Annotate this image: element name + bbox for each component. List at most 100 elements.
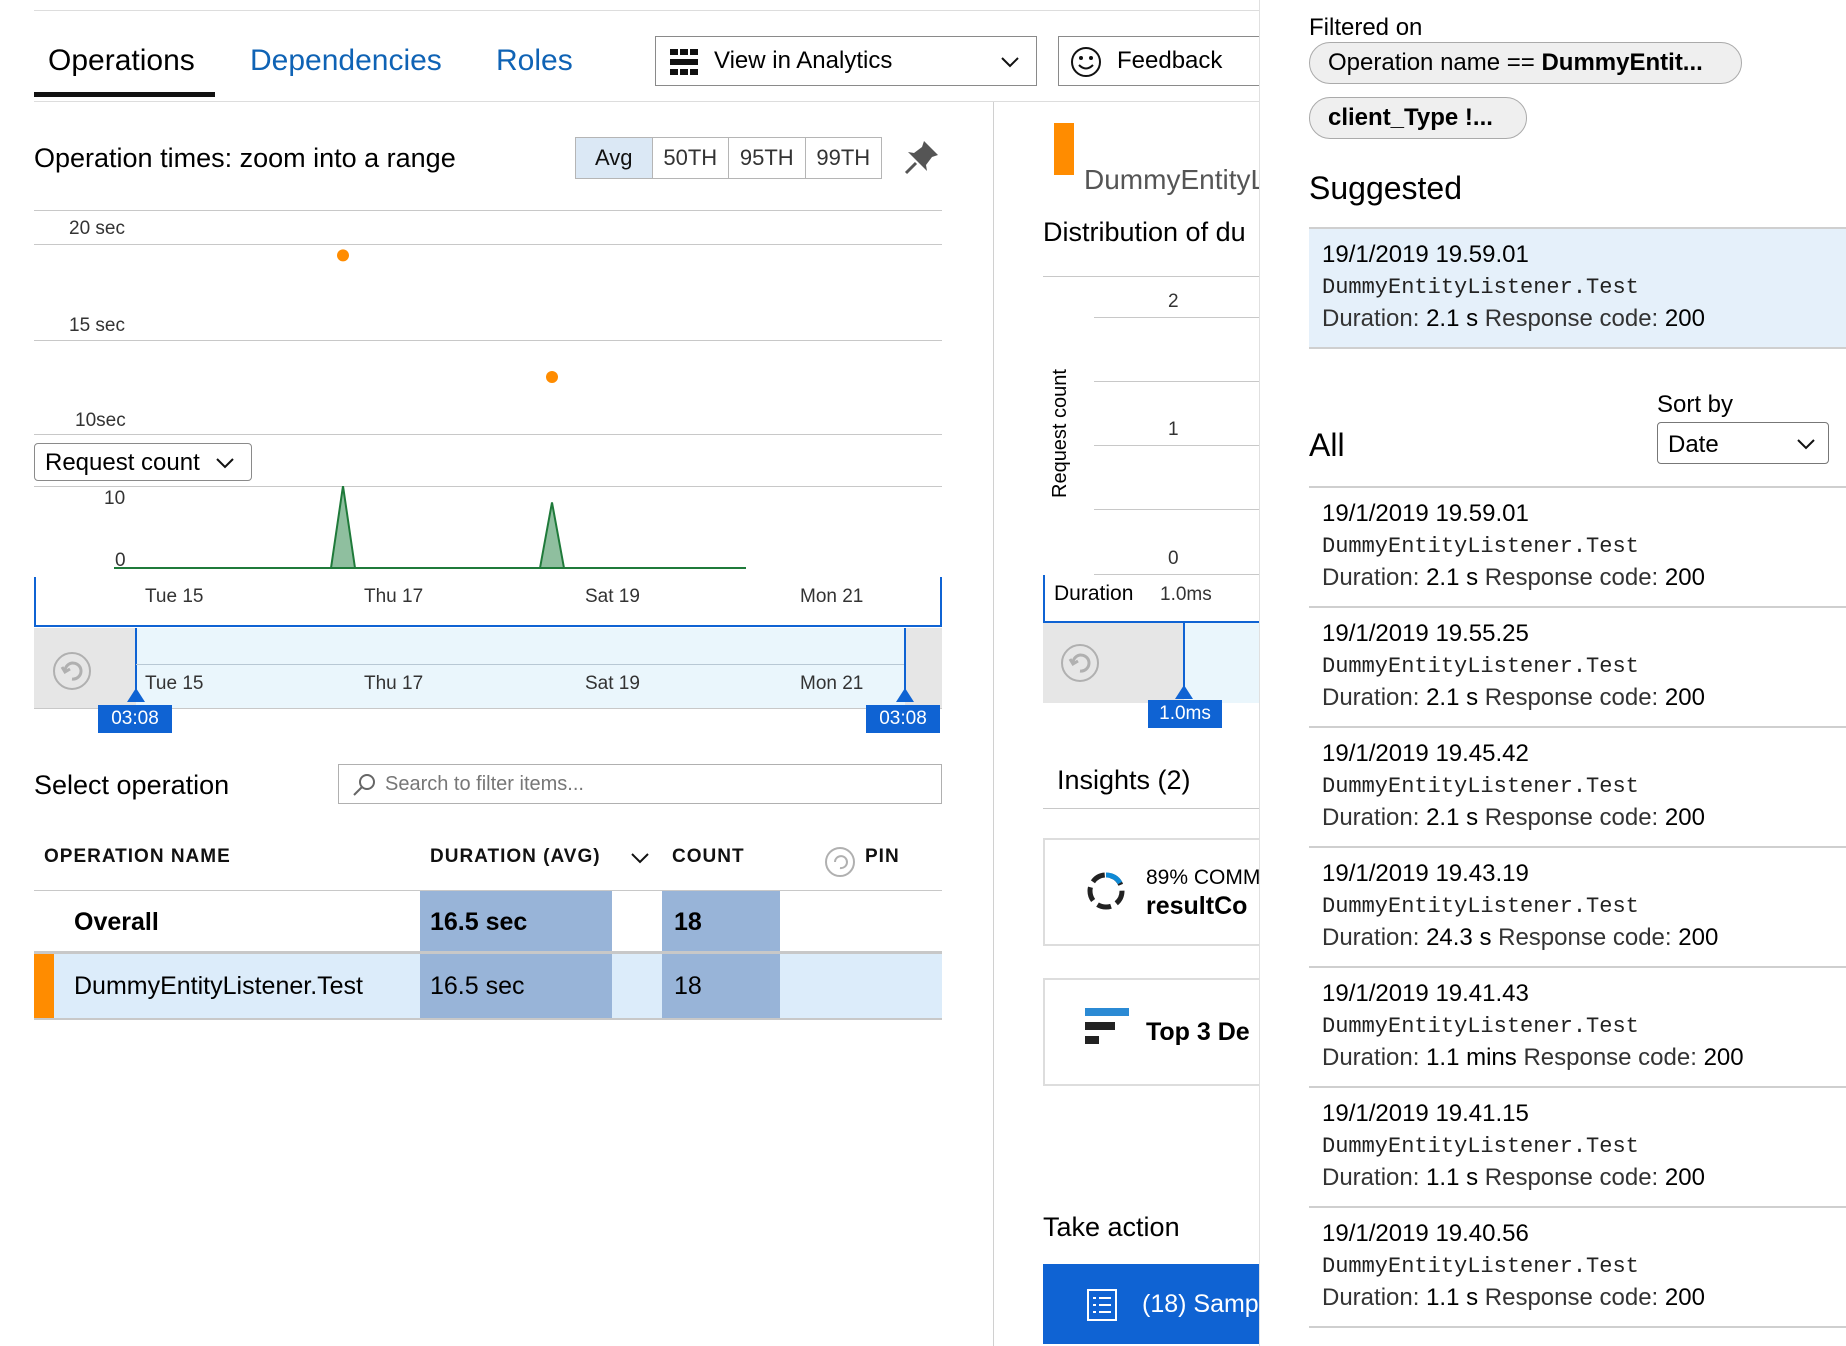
item-date: 19/1/2019 19.40.56 [1322,1220,1529,1247]
list-item[interactable]: 19/1/2019 19.59.01 DummyEntityListener.Te… [1309,488,1846,608]
percentile-avg[interactable]: Avg [576,138,653,178]
dist-brush-handle[interactable] [1183,623,1185,693]
col-header-operation-name[interactable]: OPERATION NAME [44,846,231,867]
response-code-value: 200 [1664,1284,1705,1311]
item-meta: Duration: 1.1 s Response code: 200 [1322,1164,1705,1192]
sort-desc-icon[interactable] [630,851,650,865]
item-name: DummyEntityListener.Test [1322,275,1639,300]
item-date: 19/1/2019 19.59.01 [1322,241,1529,268]
item-divider [1309,846,1846,848]
gridline [34,486,942,487]
col-header-count[interactable]: COUNT [672,846,745,867]
list-item[interactable]: 19/1/2019 19.40.56 DummyEntityListener.Te… [1309,1208,1846,1328]
brush-handle-right[interactable] [904,628,906,698]
select-operation-title: Select operation [34,770,230,800]
gridline [34,434,942,435]
chevron-down-icon [216,458,234,469]
view-in-analytics-button[interactable]: View in Analytics [655,36,1037,86]
range-tick-label: Sat 19 [585,673,640,694]
triangle-marker-icon [1175,685,1193,699]
reset-zoom-icon[interactable] [52,651,92,691]
list-item[interactable]: 19/1/2019 19.41.43 DummyEntityListener.Te… [1309,968,1846,1088]
percentile-95th[interactable]: 95TH [729,138,806,178]
list-item[interactable]: 19/1/2019 19.45.42 DummyEntityListener.Te… [1309,728,1846,848]
range-brush[interactable] [34,628,942,709]
response-code-label: Response code: [1484,305,1659,332]
list-item[interactable]: 19/1/2019 19.55.25 DummyEntityListener.Te… [1309,608,1846,728]
insight-card[interactable]: 89% COMM resultCo [1043,838,1261,946]
samples-panel [1259,0,1846,1346]
suggested-item[interactable]: 19/1/2019 19.59.01 DummyEntityListener.T… [1309,227,1846,349]
gridline [1094,381,1259,382]
dist-y-axis-label: Request count [1049,369,1071,498]
tab-operations[interactable]: Operations [48,44,195,77]
scatter-point[interactable] [546,371,558,383]
unpin-icon[interactable] [824,846,856,878]
tab-roles[interactable]: Roles [496,44,573,77]
duration-value: 1.1 s [1426,1284,1479,1311]
duration-value: 1.1 mins [1426,1044,1517,1071]
list-top-divider [1309,486,1846,488]
response-code-label: Response code: [1523,1044,1697,1071]
area-spike[interactable] [538,502,566,569]
request-count-chart[interactable] [34,486,942,578]
table-row[interactable]: Overall 16.5 sec 18 [34,891,942,951]
response-code-value: 200 [1703,1044,1744,1071]
gridline [1094,445,1259,446]
area-spike[interactable] [329,486,357,569]
item-date: 19/1/2019 19.45.42 [1322,740,1529,767]
sort-dropdown[interactable]: Date [1657,422,1829,464]
tab-dependencies[interactable]: Dependencies [250,44,442,77]
search-input[interactable]: Search to filter items... [338,764,942,804]
filter-pill-operation-name[interactable]: Operation name == DummyEntit... [1309,42,1742,84]
pin-icon[interactable] [900,135,944,179]
duration-axis-label: Duration [1054,582,1134,605]
x-tick-label: Sat 19 [585,586,640,607]
gridline [1094,509,1259,510]
item-divider [1309,606,1846,608]
scatter-point[interactable] [337,249,349,262]
col-header-duration[interactable]: DURATION (AVG) [430,846,601,867]
item-name: DummyEntityListener.Test [1322,1254,1639,1279]
duration-value: 2.1 s [1426,305,1479,332]
list-item[interactable]: 19/1/2019 19.43.19 DummyEntityListener.Te… [1309,848,1846,968]
percentile-50th[interactable]: 50TH [653,138,729,178]
reset-zoom-icon[interactable] [1060,643,1100,683]
table-row-selected[interactable]: DummyEntityListener.Test 16.5 sec 18 [34,954,942,1018]
duration-label: Duration: [1322,684,1420,711]
response-code-value: 200 [1664,1164,1705,1191]
feedback-button[interactable]: Feedback [1058,36,1268,86]
list-item[interactable]: 19/1/2019 19.41.15 DummyEntityListener.Te… [1309,1088,1846,1208]
chevron-down-icon [1001,57,1019,68]
insight-percent: 89% COMM [1146,866,1261,889]
item-name: DummyEntityListener.Test [1322,534,1639,559]
insight-field: resultCo [1146,892,1248,920]
search-icon [353,774,375,796]
filter-pill-client-type[interactable]: client_Type !... [1309,97,1527,139]
gridline [34,244,942,245]
brush-axis [136,664,904,665]
samples-button[interactable]: (18) Sampl [1043,1264,1264,1344]
y-tick-label: 10 [104,488,126,509]
insight-card[interactable]: Top 3 De [1043,978,1259,1086]
brush-handle-left[interactable] [135,628,137,698]
item-meta: Duration: 2.1 s Response code: 200 [1322,684,1705,712]
metric-dropdown[interactable]: Request count [34,443,252,481]
item-date: 19/1/2019 19.41.15 [1322,1100,1529,1127]
triangle-marker-icon [896,688,914,702]
dist-y-tick: 0 [1168,548,1179,569]
item-meta: Duration: 2.1 s Response code: 200 [1322,564,1705,592]
duration-label: Duration: [1322,924,1420,951]
x-tick-label: Tue 15 [145,586,204,607]
response-code-value: 200 [1664,305,1705,332]
range-start-badge: 03:08 [98,705,172,733]
duration-value: 2.1 s [1426,564,1479,591]
column-divider [993,102,994,1346]
duration-label: Duration: [1322,1044,1420,1071]
row-divider [34,1018,942,1020]
tabs-divider [34,101,1259,102]
percentile-99th[interactable]: 99TH [816,145,871,170]
range-tick-label: Thu 17 [364,673,424,694]
series-color-marker [1054,123,1074,175]
operation-times-chart[interactable] [34,244,942,434]
